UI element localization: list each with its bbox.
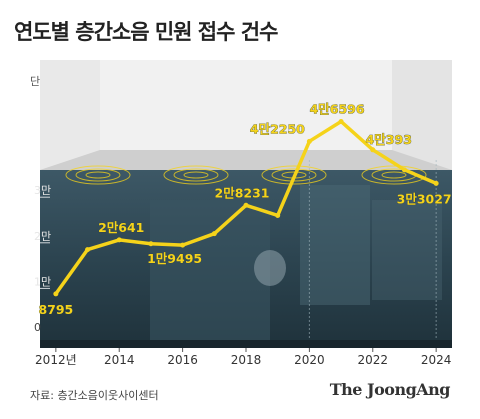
y-tick-label: 3만	[34, 184, 51, 197]
data-point	[116, 237, 122, 243]
x-axis: 2012년 2014 2016 2018 2020 2022 2024	[35, 348, 451, 367]
grid-lines	[40, 160, 437, 340]
x-tick-label: 2012년	[35, 353, 77, 367]
data-point	[85, 247, 91, 253]
data-point	[338, 119, 344, 125]
data-point	[401, 167, 407, 173]
data-series	[53, 119, 439, 297]
data-point	[148, 241, 154, 247]
data-point	[370, 147, 376, 153]
data-label: 4만6596	[310, 102, 365, 117]
x-tick-label: 2022	[357, 353, 388, 367]
data-point	[180, 242, 186, 248]
data-point	[275, 212, 281, 218]
brand-logo: The JoongAng	[329, 380, 451, 399]
data-point	[243, 202, 249, 208]
y-axis: 0 1만 2만 3만	[34, 184, 51, 334]
data-label: 2만8231	[215, 185, 270, 200]
x-tick-label: 2016	[167, 353, 198, 367]
lower-room-background	[40, 170, 452, 348]
data-label: 4만393	[366, 132, 412, 147]
x-tick-label: 2018	[231, 353, 262, 367]
chart-title: 연도별 층간소음 민원 접수 건수	[14, 20, 278, 44]
data-point	[211, 231, 217, 237]
data-label: 1만9495	[147, 251, 202, 266]
data-label: 8795	[38, 302, 73, 317]
data-label: 2만641	[98, 220, 144, 235]
y-tick-label: 2만	[34, 230, 51, 243]
data-point	[433, 180, 439, 186]
data-point	[306, 138, 312, 144]
upper-room-background	[40, 60, 452, 170]
y-tick-label: 1만	[34, 275, 51, 288]
y-tick-label: 0	[34, 321, 41, 334]
data-label: 3만3027	[397, 191, 452, 206]
data-label: 4만2250	[250, 121, 305, 136]
x-tick-label: 2020	[294, 353, 325, 367]
source-note: 자료: 층간소음이웃사이센터	[30, 389, 159, 402]
data-point	[53, 291, 59, 297]
x-tick-label: 2014	[104, 353, 135, 367]
x-tick-label: 2024	[421, 353, 452, 367]
